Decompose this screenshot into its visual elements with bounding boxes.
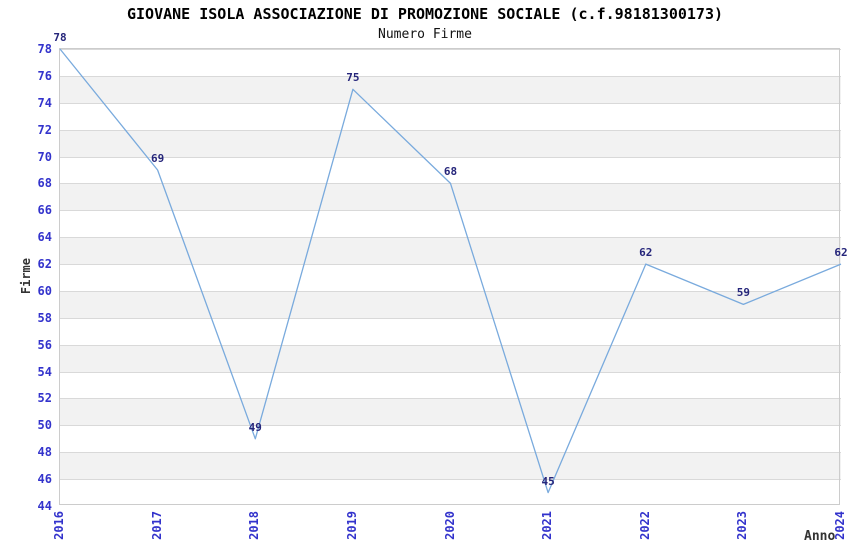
y-tick-label: 74 (37, 95, 52, 110)
y-tick-label: 46 (37, 472, 52, 487)
gridline (60, 291, 841, 292)
x-axis-title: Anno (804, 529, 836, 544)
chart-subtitle: Numero Firme (378, 27, 472, 42)
background-band (60, 290, 841, 318)
gridline (60, 372, 841, 373)
x-tick-label: 2018 (247, 511, 262, 540)
x-tick-label: 2019 (344, 511, 359, 540)
x-tick-label: 2022 (637, 511, 652, 540)
y-tick-label: 72 (37, 122, 52, 137)
gridline (60, 103, 841, 104)
data-point-label: 45 (541, 474, 555, 488)
gridline (60, 264, 841, 265)
y-tick-label: 52 (37, 391, 52, 406)
x-tick-label: 2023 (735, 511, 750, 540)
y-tick-label: 56 (37, 337, 52, 352)
x-tick-label: 2020 (442, 511, 457, 540)
y-tick-label: 76 (37, 68, 52, 83)
gridline (60, 210, 841, 211)
y-tick-label: 68 (37, 176, 52, 191)
gridline (60, 237, 841, 238)
x-tick-label: 2021 (540, 511, 555, 540)
gridline (60, 398, 841, 399)
data-point-label: 62 (834, 246, 848, 260)
background-band (60, 452, 841, 480)
y-tick-label: 50 (37, 418, 52, 433)
gridline (60, 452, 841, 453)
data-point-label: 68 (443, 165, 458, 179)
y-tick-label: 48 (37, 445, 52, 460)
background-band (60, 344, 841, 372)
background-band (60, 75, 841, 103)
gridline (60, 345, 841, 346)
y-tick-label: 66 (37, 203, 52, 218)
data-point-label: 78 (53, 31, 67, 44)
plot-area: 78 69 49 75 68 45 62 59 62 (53, 31, 848, 506)
background-band (60, 129, 841, 157)
data-point-label: 59 (736, 286, 750, 300)
y-tick-label: 70 (37, 149, 52, 164)
y-tick-label: 78 (37, 42, 52, 56)
series-line (59, 48, 842, 494)
background-band (60, 398, 841, 426)
gridline (60, 425, 841, 426)
background-band (60, 183, 841, 211)
x-tick-label: 2017 (149, 511, 164, 540)
chart-title: GIOVANE ISOLA ASSOCIAZIONE DI PROMOZIONE… (126, 5, 724, 23)
y-tick-label: 64 (37, 230, 52, 245)
data-point-label: 49 (248, 420, 262, 434)
data-point-label: 62 (639, 246, 653, 260)
y-tick-label: 44 (37, 499, 52, 513)
data-point-label: 75 (346, 71, 360, 85)
gridline (60, 479, 841, 480)
gridline (60, 318, 841, 319)
line-series (59, 48, 842, 494)
x-tick-label: 2016 (52, 511, 66, 540)
data-point-label: 69 (151, 151, 165, 165)
x-tick-label: 2024 (833, 511, 847, 540)
gridline (60, 76, 841, 77)
gridline (60, 49, 841, 50)
gridline (60, 130, 841, 131)
gridline (60, 157, 841, 158)
y-tick-label: 58 (37, 310, 52, 325)
y-tick-label: 54 (37, 364, 52, 379)
y-tick-label: 62 (37, 257, 52, 272)
y-tick-label: 60 (37, 283, 52, 298)
